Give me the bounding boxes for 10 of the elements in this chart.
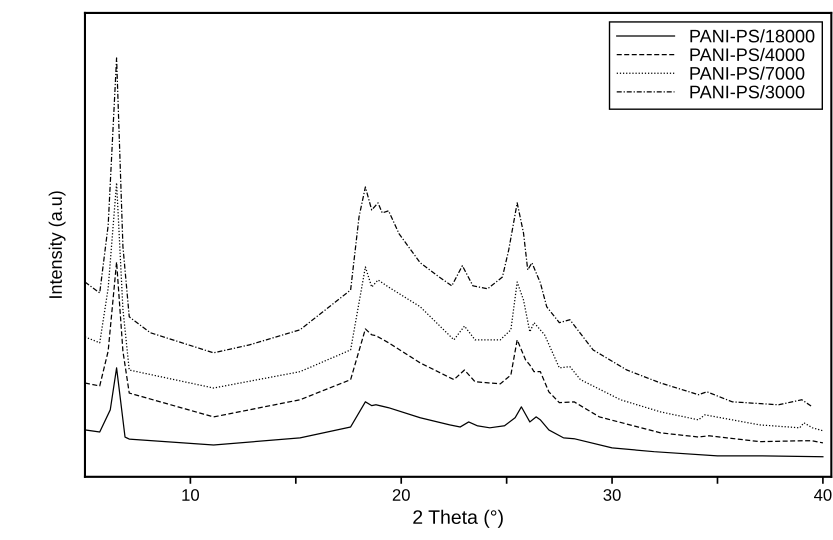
x-tick-label: 20 [392,489,410,501]
x-tick-label: 10 [182,489,200,501]
legend-label: PANI-PS/7000 [690,66,804,80]
legend-label: PANI-PS/4000 [690,48,804,62]
legend-label: PANI-PS/18000 [690,29,814,42]
legend-label: PANI-PS/3000 [690,85,804,98]
x-tick-label: 40 [814,489,832,501]
y-axis-title: Intensity (a.u) [48,191,66,298]
x-axis-title: 2 Theta (°) [413,510,503,528]
x-tick-label: 30 [603,489,621,501]
